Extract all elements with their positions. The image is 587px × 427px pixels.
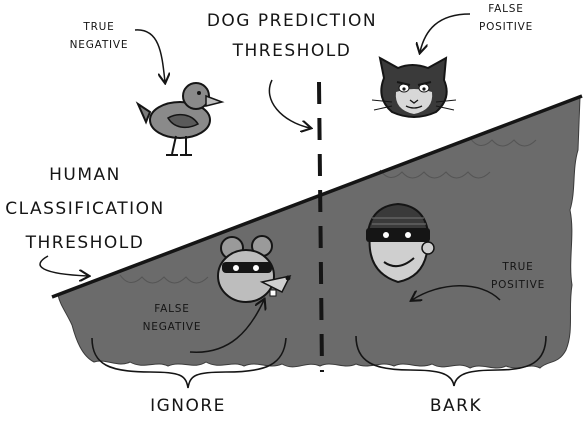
human-threshold-line3: THRESHOLD (25, 233, 145, 253)
human-threshold-line1: HUMAN (49, 165, 121, 185)
ignore-label: IGNORE (150, 396, 226, 416)
ignore-brace (91, 337, 287, 389)
false-positive-label: FALSE POSITIVE (466, 0, 546, 36)
rat-burglar-icon (217, 235, 292, 303)
dog-threshold-arrow (268, 79, 310, 128)
false-positive-line1: FALSE (488, 3, 524, 15)
bark-brace (355, 335, 547, 387)
false-positive-arrow (420, 13, 471, 52)
true-positive-line2: POSITIVE (490, 279, 546, 291)
false-negative-line1: FALSE (154, 303, 190, 315)
dog-threshold-label: DOG PREDICTION THRESHOLD (197, 6, 387, 66)
dog-threshold-line1: DOG PREDICTION (206, 11, 378, 31)
true-negative-line1: TRUE (83, 21, 115, 33)
bark-label: BARK (429, 396, 483, 416)
callout-arrows (39, 13, 501, 353)
false-negative-arrow (189, 300, 264, 353)
false-negative-label: FALSE NEGATIVE (132, 300, 212, 336)
true-positive-line1: TRUE (502, 261, 534, 273)
human-threshold-arrow (39, 255, 88, 276)
duck-icon (135, 82, 225, 156)
true-positive-label: TRUE POSITIVE (478, 258, 558, 294)
dog-threshold-line (317, 81, 324, 373)
human-threshold-line2: CLASSIFICATION (5, 199, 165, 219)
burglar-icon (366, 202, 435, 284)
false-positive-line2: POSITIVE (478, 21, 534, 33)
true-negative-label: TRUE NEGATIVE (62, 18, 136, 54)
true-positive-arrow (412, 285, 501, 300)
true-negative-arrow (134, 29, 165, 82)
true-negative-line2: NEGATIVE (69, 39, 129, 51)
cat-icon (371, 56, 457, 118)
human-threshold-line (51, 94, 583, 299)
human-threshold-label: HUMAN CLASSIFICATION THRESHOLD (2, 158, 168, 260)
false-negative-line2: NEGATIVE (142, 321, 202, 333)
dog-threshold-line2: THRESHOLD (232, 41, 352, 61)
